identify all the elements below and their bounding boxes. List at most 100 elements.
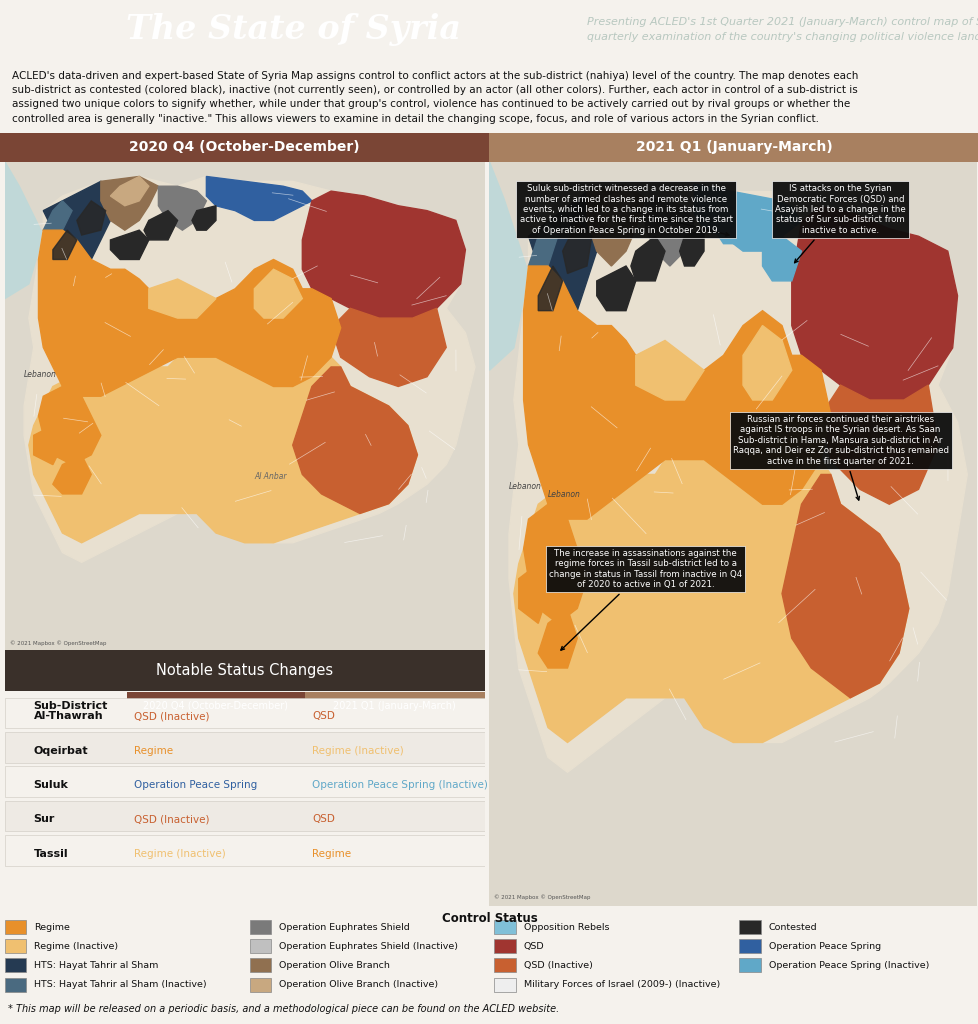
Polygon shape: [254, 269, 302, 318]
Bar: [249, 978, 271, 991]
Text: Oqeirbat: Oqeirbat: [33, 745, 88, 756]
Polygon shape: [679, 228, 703, 266]
Polygon shape: [587, 184, 645, 266]
Text: Regime: Regime: [134, 745, 173, 756]
Bar: [0, 133, 489, 162]
Text: The increase in assassinations against the
regime forces in Tassil sub-district : The increase in assassinations against t…: [549, 549, 741, 650]
Text: Regime (Inactive): Regime (Inactive): [312, 745, 403, 756]
Polygon shape: [538, 608, 577, 668]
Bar: [5, 835, 484, 865]
Polygon shape: [331, 308, 446, 386]
Polygon shape: [76, 201, 106, 236]
Bar: [5, 801, 484, 831]
Polygon shape: [158, 186, 206, 230]
Text: Operation Peace Spring (Inactive): Operation Peace Spring (Inactive): [768, 961, 928, 970]
Text: Suluk sub-district witnessed a decrease in the
number of armed clashes and remot: Suluk sub-district witnessed a decrease …: [519, 184, 732, 236]
Text: Al Anbar: Al Anbar: [254, 472, 287, 481]
Text: Operation Olive Branch: Operation Olive Branch: [279, 961, 389, 970]
Polygon shape: [528, 191, 610, 326]
Text: Operation Peace Spring: Operation Peace Spring: [768, 942, 880, 950]
Text: Regime (Inactive): Regime (Inactive): [134, 849, 226, 858]
Text: IS attacks on the Syrian
Democratic Forces (QSD) and
Asayish led to a change in : IS attacks on the Syrian Democratic Forc…: [775, 184, 905, 263]
Text: Regime (Inactive): Regime (Inactive): [34, 942, 118, 950]
Polygon shape: [192, 206, 216, 230]
Polygon shape: [149, 279, 216, 318]
Polygon shape: [562, 221, 592, 273]
Polygon shape: [38, 230, 340, 396]
Text: HTS: Hayat Tahrir al Sham (Inactive): HTS: Hayat Tahrir al Sham (Inactive): [34, 980, 206, 989]
Text: 2020 Q4 (October-December): 2020 Q4 (October-December): [129, 140, 360, 155]
Polygon shape: [781, 474, 908, 697]
Text: Operation Peace Spring: Operation Peace Spring: [134, 780, 257, 790]
Text: * This map will be released on a periodic basis, and a methodological piece can : * This map will be released on a periodi…: [8, 1004, 558, 1014]
Bar: [249, 939, 271, 953]
Polygon shape: [206, 176, 312, 220]
Text: Presenting ACLED's 1st Quarter 2021 (January-March) control map of Syria, a
quar: Presenting ACLED's 1st Quarter 2021 (Jan…: [587, 17, 978, 42]
Bar: [304, 692, 484, 719]
Text: Al-Thawrah: Al-Thawrah: [33, 712, 104, 721]
Text: Sur: Sur: [33, 814, 55, 824]
Text: Suluk: Suluk: [33, 780, 68, 790]
Text: Contested: Contested: [768, 923, 817, 932]
Polygon shape: [292, 367, 417, 513]
Bar: [494, 958, 515, 973]
Polygon shape: [111, 230, 149, 259]
Bar: [738, 958, 760, 973]
Polygon shape: [518, 564, 548, 624]
Polygon shape: [762, 237, 801, 281]
Bar: [489, 133, 978, 162]
Polygon shape: [29, 357, 417, 543]
Polygon shape: [5, 162, 484, 650]
Bar: [5, 732, 484, 763]
Polygon shape: [742, 326, 791, 400]
Bar: [127, 692, 304, 719]
Bar: [5, 958, 26, 973]
Bar: [738, 921, 760, 934]
Polygon shape: [144, 211, 177, 240]
Text: Notable Status Changes: Notable Status Changes: [156, 664, 333, 678]
Text: The State of Syria: The State of Syria: [126, 13, 461, 46]
Polygon shape: [791, 207, 956, 400]
Text: Sub-District: Sub-District: [33, 700, 108, 711]
Bar: [5, 978, 26, 991]
Polygon shape: [33, 426, 63, 465]
Bar: [249, 921, 271, 934]
Text: 2021 Q1 (January-March): 2021 Q1 (January-March): [333, 700, 456, 711]
Polygon shape: [38, 386, 101, 465]
Polygon shape: [821, 385, 937, 504]
Text: Operation Peace Spring (Inactive): Operation Peace Spring (Inactive): [312, 780, 487, 790]
Polygon shape: [489, 162, 528, 371]
Polygon shape: [24, 176, 474, 562]
Text: 2021 Q1 (January-March): 2021 Q1 (January-March): [636, 140, 831, 155]
Bar: [494, 921, 515, 934]
Text: Military Forces of Israel (2009-) (Inactive): Military Forces of Israel (2009-) (Inact…: [523, 980, 719, 989]
Text: ACLED's data-driven and expert-based State of Syria Map assigns control to confl: ACLED's data-driven and expert-based Sta…: [12, 71, 858, 124]
Text: Russian air forces continued their airstrikes
against IS troops in the Syrian de: Russian air forces continued their airst…: [732, 415, 948, 500]
Polygon shape: [597, 184, 635, 228]
Text: © 2021 Mapbox © OpenStreetMap: © 2021 Mapbox © OpenStreetMap: [494, 894, 591, 900]
Polygon shape: [538, 266, 562, 310]
Polygon shape: [509, 184, 966, 772]
Polygon shape: [53, 230, 76, 259]
Bar: [5, 939, 26, 953]
Polygon shape: [53, 455, 91, 494]
Text: Regime: Regime: [312, 849, 351, 858]
Polygon shape: [111, 176, 149, 206]
Polygon shape: [523, 504, 587, 624]
Text: QSD (Inactive): QSD (Inactive): [523, 961, 592, 970]
Bar: [738, 939, 760, 953]
Polygon shape: [713, 199, 752, 244]
Text: QSD: QSD: [312, 712, 334, 721]
Text: Control Status: Control Status: [441, 912, 537, 926]
Text: HTS: Hayat Tahrir al Sham: HTS: Hayat Tahrir al Sham: [34, 961, 158, 970]
Polygon shape: [693, 184, 801, 251]
Bar: [5, 921, 26, 934]
Text: Operation Euphrates Shield (Inactive): Operation Euphrates Shield (Inactive): [279, 942, 458, 950]
Bar: [249, 958, 271, 973]
Text: Lebanon: Lebanon: [24, 370, 57, 379]
Text: Opposition Rebels: Opposition Rebels: [523, 923, 608, 932]
Bar: [5, 697, 484, 728]
Text: © 2021 Mapbox © OpenStreetMap: © 2021 Mapbox © OpenStreetMap: [10, 641, 106, 646]
Text: Lebanon: Lebanon: [509, 482, 542, 492]
Text: Lebanon: Lebanon: [548, 489, 580, 499]
